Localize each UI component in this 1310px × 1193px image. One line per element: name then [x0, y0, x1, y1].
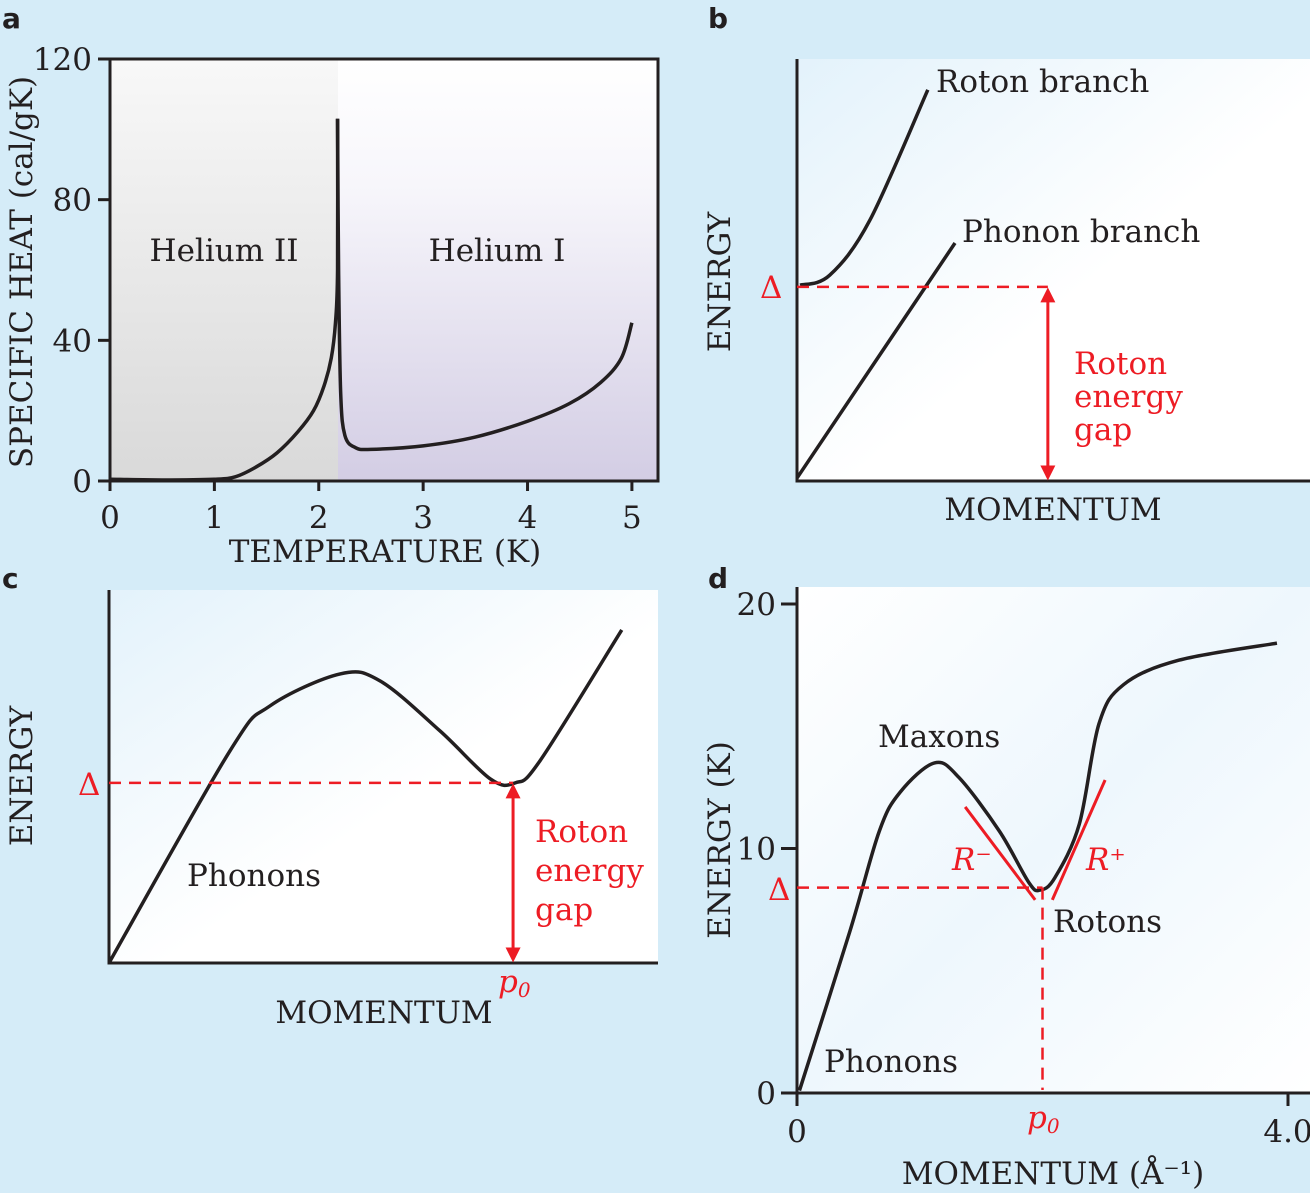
- helium-i-region: [338, 59, 658, 481]
- y-tick-label: 120: [33, 42, 92, 78]
- x-tick-label: 5: [622, 500, 642, 536]
- helium-ii-region: [110, 59, 338, 481]
- annotation-phonons-d: Phonons: [824, 1044, 958, 1080]
- panel-label-a: a: [2, 2, 21, 35]
- gap-label-b-1: Roton: [1074, 346, 1167, 382]
- panel-c: c Phonons Δ Roton energy gap p0 MOMENTUM…: [2, 562, 658, 1031]
- x-axis-label-c: MOMENTUM: [275, 995, 492, 1031]
- gap-label-b-3: gap: [1074, 412, 1132, 448]
- x-tick-label: 4: [518, 500, 538, 536]
- delta-label-b: Δ: [760, 270, 782, 306]
- annotation-phonons-c: Phonons: [187, 858, 321, 894]
- series-line-dispersion: [107, 628, 624, 964]
- plot-area-c: [109, 590, 658, 963]
- y-tick-label: 0: [72, 464, 92, 500]
- y-axis-label-a: SPECIFIC HEAT (cal/gK): [4, 76, 40, 468]
- series-line-phonon-branch: [795, 242, 957, 480]
- panel-label-c: c: [2, 562, 19, 595]
- series-line-r-: [1050, 779, 1107, 901]
- x-tick-label: 0: [787, 1114, 807, 1150]
- axes-b: [795, 59, 1310, 483]
- annotation-r-plus: R⁺: [1085, 842, 1126, 878]
- delta-label-c: Δ: [78, 767, 100, 803]
- x-tick-label: 0: [100, 500, 120, 536]
- plot-area-d: [797, 587, 1310, 1093]
- y-axis-label-c: ENERGY: [4, 705, 40, 846]
- x-tick-label: 4.0: [1263, 1114, 1310, 1150]
- x-tick-label: 1: [205, 500, 225, 536]
- panel-label-d: d: [708, 562, 728, 595]
- y-axis-label-b: ENERGY: [702, 211, 738, 352]
- annotation-helium-i: Helium I: [429, 233, 566, 269]
- y-tick-label: 0: [756, 1076, 776, 1112]
- x-axis-label-a: TEMPERATURE (K): [229, 534, 542, 570]
- gap-label-b-2: energy: [1074, 379, 1183, 415]
- p0-label-c: p0: [498, 964, 531, 1002]
- annotation-rotons: Rotons: [1053, 904, 1162, 940]
- series-line-helium-ii: [109, 118, 340, 482]
- series-line-r-: [963, 806, 1037, 901]
- plot-area-b: [797, 59, 1310, 481]
- gap-label-c-3: gap: [535, 892, 593, 928]
- annotation-maxons: Maxons: [878, 719, 1000, 755]
- gap-label-c-1: Roton: [535, 814, 628, 850]
- plot-frame-a: [108, 57, 660, 483]
- panel-b: b Roton branch Phonon branch Δ Roton ene…: [702, 2, 1310, 528]
- series-line-dispersion: [797, 641, 1278, 1092]
- series-line-helium-i: [335, 118, 634, 452]
- panel-label-b: b: [708, 2, 728, 35]
- y-tick-label: 10: [737, 832, 776, 868]
- delta-label-d: Δ: [768, 872, 790, 908]
- x-axis-label-b: MOMENTUM: [944, 492, 1161, 528]
- y-tick-label: 80: [53, 183, 92, 219]
- p0-label-d: p0: [1027, 1100, 1060, 1138]
- label-phonon-branch: Phonon branch: [962, 214, 1200, 250]
- y-tick-label: 40: [53, 323, 92, 359]
- gap-label-c-2: energy: [535, 853, 644, 889]
- x-tick-label: 2: [309, 500, 329, 536]
- panel-a: a 0 1 2 3 4 5 0 40 80 120 Helium II Helium I TEMP…: [2, 2, 660, 570]
- y-tick-label: 20: [737, 587, 776, 623]
- annotation-helium-ii: Helium II: [150, 233, 299, 269]
- label-roton-branch: Roton branch: [936, 64, 1149, 100]
- x-axis-label-d: MOMENTUM (Å⁻¹): [902, 1154, 1204, 1192]
- series-line-roton-branch: [799, 89, 930, 287]
- annotation-r-minus: R⁻: [951, 842, 992, 878]
- y-axis-label-d: ENERGY (K): [702, 741, 738, 939]
- x-tick-label: 3: [413, 500, 433, 536]
